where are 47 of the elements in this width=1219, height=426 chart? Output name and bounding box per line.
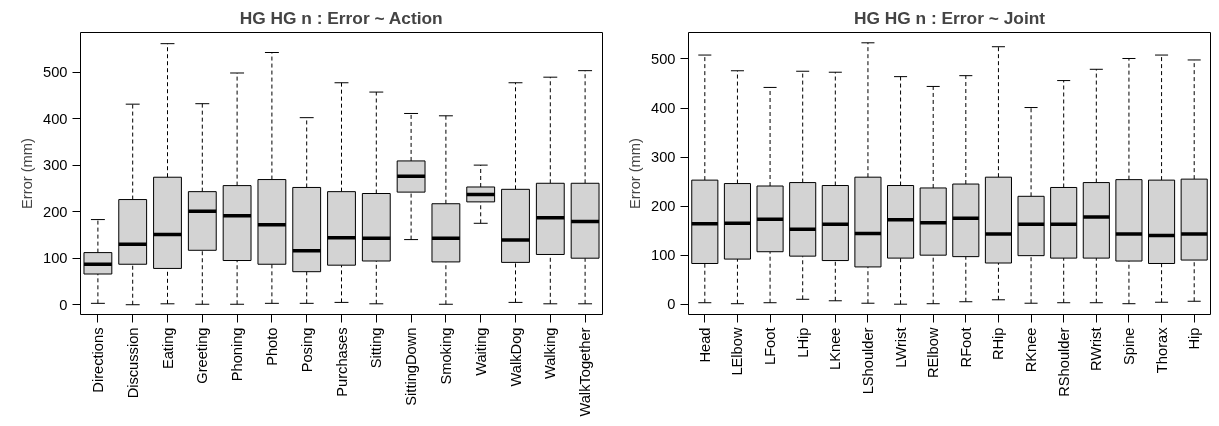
y-tick-label: 100: [651, 247, 676, 264]
x-tick-label: Photo: [263, 327, 280, 366]
y-tick-label: 200: [43, 203, 68, 220]
x-tick-label: LShoulder: [859, 327, 876, 395]
x-tick-label: RElbow: [925, 327, 942, 378]
x-tick-label: Head: [696, 327, 713, 363]
x-tick-label: Walking: [542, 327, 559, 380]
x-tick-label: Posing: [298, 327, 315, 373]
y-tick-label: 100: [43, 250, 68, 267]
x-tick-label: LFoot: [762, 327, 779, 365]
x-tick-label: RFoot: [957, 327, 974, 368]
x-tick-label: Smoking: [437, 327, 454, 385]
x-tick-label: LWrist: [892, 327, 909, 368]
x-tick-label: Waiting: [472, 327, 489, 376]
y-axis-title: Error (mm): [627, 138, 644, 209]
x-tick-label: Eating: [159, 327, 176, 370]
x-tick-label: Spine: [1120, 327, 1137, 365]
y-tick-label: 500: [651, 50, 676, 67]
y-tick-label: 500: [43, 64, 68, 81]
y-tick-label: 0: [59, 296, 68, 313]
x-tick-label: RKnee: [1023, 327, 1040, 373]
x-tick-label: WalkDog: [507, 327, 524, 387]
x-tick-label: SittingDown: [403, 327, 420, 406]
x-tick-label: Discussion: [124, 327, 141, 399]
y-tick-label: 300: [651, 149, 676, 166]
x-tick-label: LElbow: [729, 327, 746, 376]
y-tick-label: 400: [43, 110, 68, 127]
x-tick-label: WalkTogether: [577, 327, 594, 417]
x-tick-label: Purchases: [333, 327, 350, 397]
x-tick-label: RHip: [990, 327, 1007, 361]
x-tick-label: Hip: [1186, 327, 1203, 350]
y-tick-label: 400: [651, 100, 676, 117]
y-tick-label: 300: [43, 157, 68, 174]
x-tick-label: Directions: [89, 327, 106, 393]
x-tick-label: LKnee: [827, 327, 844, 370]
x-tick-label: RShoulder: [1055, 327, 1072, 397]
y-tick-label: 0: [667, 296, 676, 313]
x-tick-label: Phoning: [229, 327, 246, 382]
chart-title: HG HG n : Error ~ Action: [239, 7, 443, 28]
y-axis-title: Error (mm): [19, 138, 36, 209]
x-tick-label: Greeting: [194, 327, 211, 384]
x-tick-label: LHip: [794, 327, 811, 358]
x-tick-label: Sitting: [368, 327, 385, 369]
x-tick-label: RWrist: [1088, 327, 1105, 371]
chart-title: HG HG n : Error ~ Joint: [853, 7, 1046, 28]
x-tick-label: Thorax: [1153, 326, 1170, 374]
y-tick-label: 200: [651, 198, 676, 215]
